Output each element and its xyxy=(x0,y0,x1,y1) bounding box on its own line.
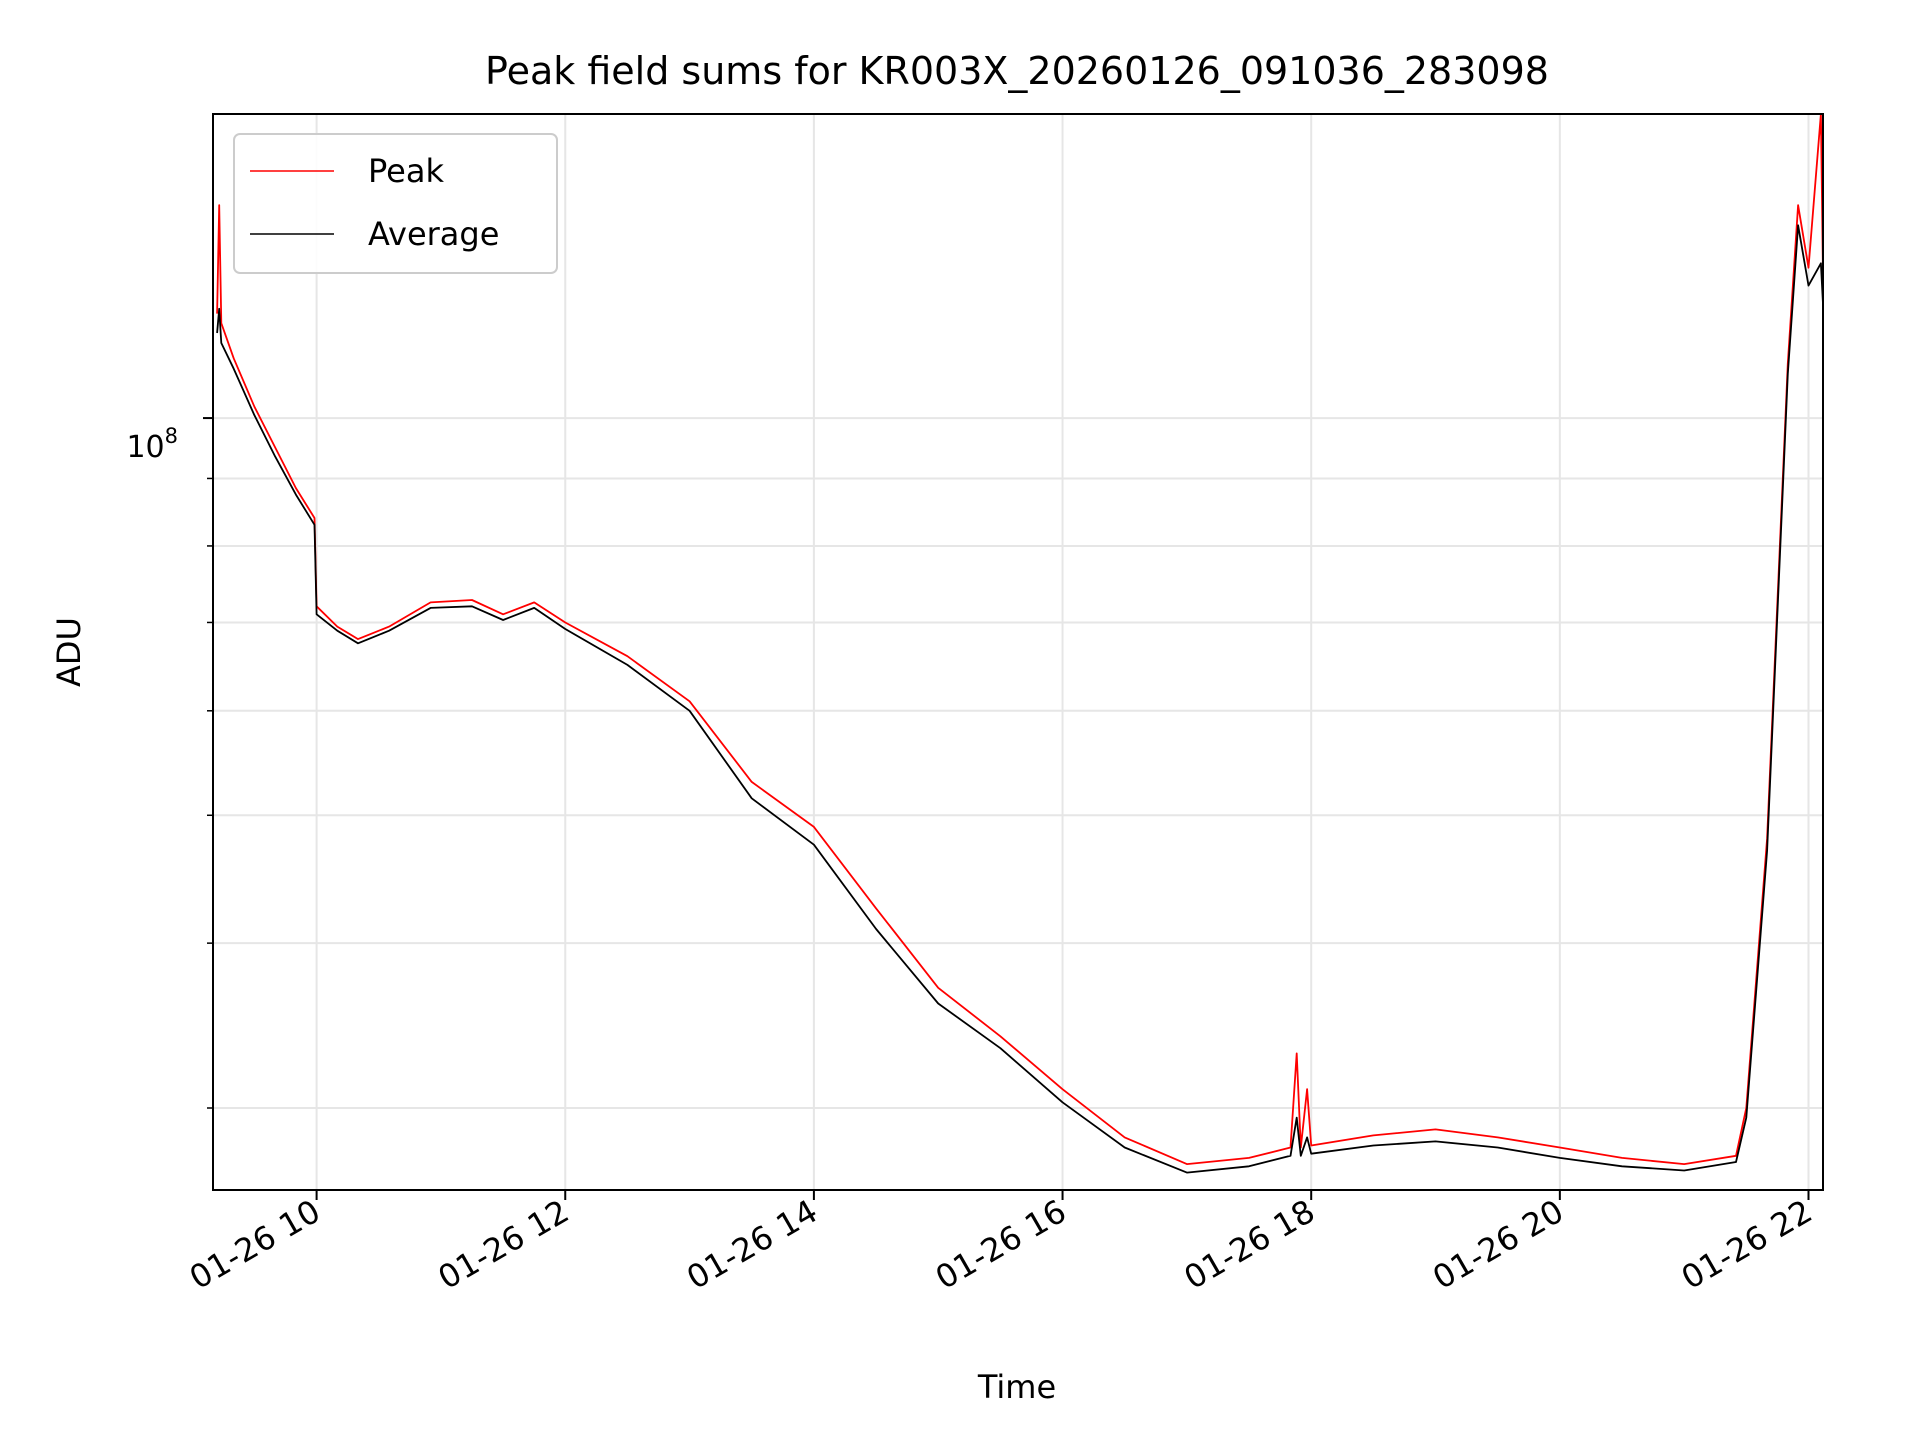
legend-label-peak: Peak xyxy=(368,152,444,190)
series-layer xyxy=(216,114,1823,1174)
grid-lines xyxy=(213,114,1823,1190)
y-axis-ticks: 108 xyxy=(126,417,213,1109)
plot-frame xyxy=(212,113,1824,1191)
legend-box xyxy=(233,133,558,274)
chart-title: Peak field sums for KR003X_20260126_0910… xyxy=(485,49,1549,93)
series-line-average xyxy=(216,224,1823,1174)
plot-region xyxy=(216,114,1823,1174)
y-tick-label: 108 xyxy=(126,424,178,465)
y-tick-label-base: 10 xyxy=(126,430,164,465)
legend: Peak Average xyxy=(233,133,558,274)
y-tick-label-exponent: 8 xyxy=(165,424,178,448)
y-axis-label: ADU xyxy=(50,617,88,687)
x-axis-label: Time xyxy=(977,1368,1056,1406)
legend-label-average: Average xyxy=(368,215,499,253)
